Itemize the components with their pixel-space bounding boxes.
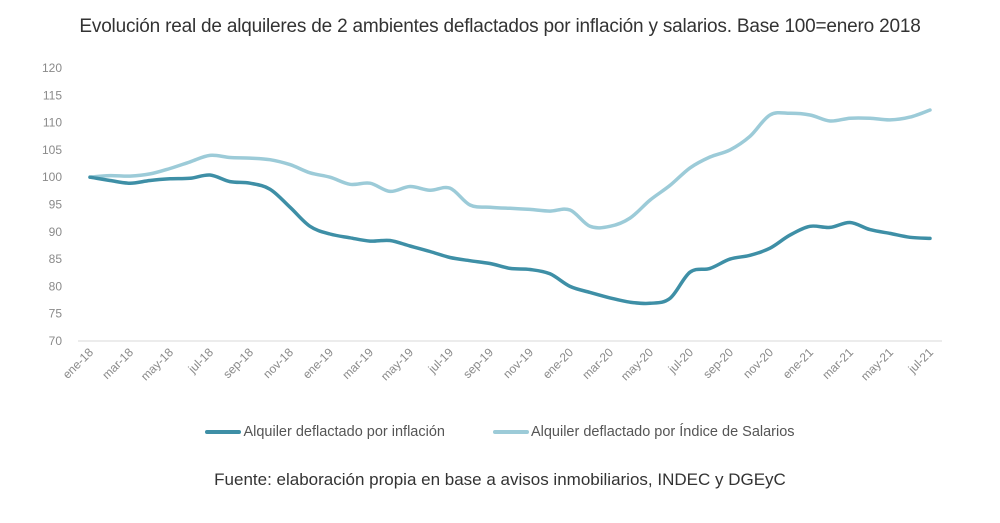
x-tick-label: may-21 xyxy=(858,345,896,383)
x-tick-label: jul-18 xyxy=(185,345,217,377)
y-tick-label: 105 xyxy=(42,143,62,157)
y-axis: 120 115 110 105 100 95 90 85 80 75 70 xyxy=(42,61,62,348)
y-tick-label: 90 xyxy=(49,225,63,239)
x-tick-label: may-19 xyxy=(378,345,416,383)
y-tick-label: 110 xyxy=(43,116,62,130)
x-tick-label: sep-18 xyxy=(220,345,256,381)
x-tick-label: mar-19 xyxy=(339,345,376,382)
x-tick-label: mar-18 xyxy=(99,345,136,382)
x-tick-label: mar-21 xyxy=(819,345,856,382)
x-tick-label: nov-18 xyxy=(260,345,296,381)
x-tick-label: ene-20 xyxy=(540,345,577,382)
y-tick-label: 85 xyxy=(49,252,63,266)
x-tick-label: jul-21 xyxy=(905,345,937,377)
series-line-salarios xyxy=(88,108,932,230)
x-tick-label: nov-19 xyxy=(500,345,536,381)
legend-label-inflacion: Alquiler deflactado por inflación xyxy=(243,424,445,440)
x-tick-label: jul-20 xyxy=(665,345,697,377)
y-tick-label: 95 xyxy=(49,198,63,212)
y-tick-label: 70 xyxy=(49,334,63,348)
x-tick-label: may-20 xyxy=(618,345,656,383)
x-tick-label: ene-19 xyxy=(300,345,337,382)
y-tick-label: 80 xyxy=(49,279,63,293)
legend-label-salarios: Alquiler deflactado por Índice de Salari… xyxy=(530,424,795,440)
x-tick-label: may-18 xyxy=(138,345,176,383)
legend-swatch-salarios xyxy=(492,430,529,434)
y-tick-label: 115 xyxy=(43,88,62,102)
x-axis: ene-18 mar-18 may-18 jul-18 sep-18 nov-18 ene-… xyxy=(60,345,937,383)
legend: Alquiler deflactado por inflación Alquil… xyxy=(0,424,1000,440)
y-tick-label: 75 xyxy=(49,307,63,321)
x-tick-label: ene-21 xyxy=(780,345,817,382)
legend-item-salarios: Alquiler deflactado por Índice de Salari… xyxy=(492,424,795,440)
chart-title: Evolución real de alquileres de 2 ambien… xyxy=(79,16,921,37)
x-tick-label: nov-20 xyxy=(740,345,776,381)
y-tick-label: 120 xyxy=(42,61,62,75)
x-tick-label: mar-20 xyxy=(579,345,616,382)
source-note: Fuente: elaboración propia en base a avi… xyxy=(214,470,786,489)
x-tick-label: sep-20 xyxy=(700,345,736,381)
legend-swatch-inflacion xyxy=(205,430,242,434)
series-group xyxy=(88,108,932,306)
x-tick-label: jul-19 xyxy=(425,345,457,377)
series-line-inflacion xyxy=(88,173,932,306)
x-tick-label: sep-19 xyxy=(460,345,496,381)
legend-item-inflacion: Alquiler deflactado por inflación xyxy=(205,424,445,440)
x-tick-label: ene-18 xyxy=(60,345,97,382)
y-tick-label: 100 xyxy=(42,170,62,184)
